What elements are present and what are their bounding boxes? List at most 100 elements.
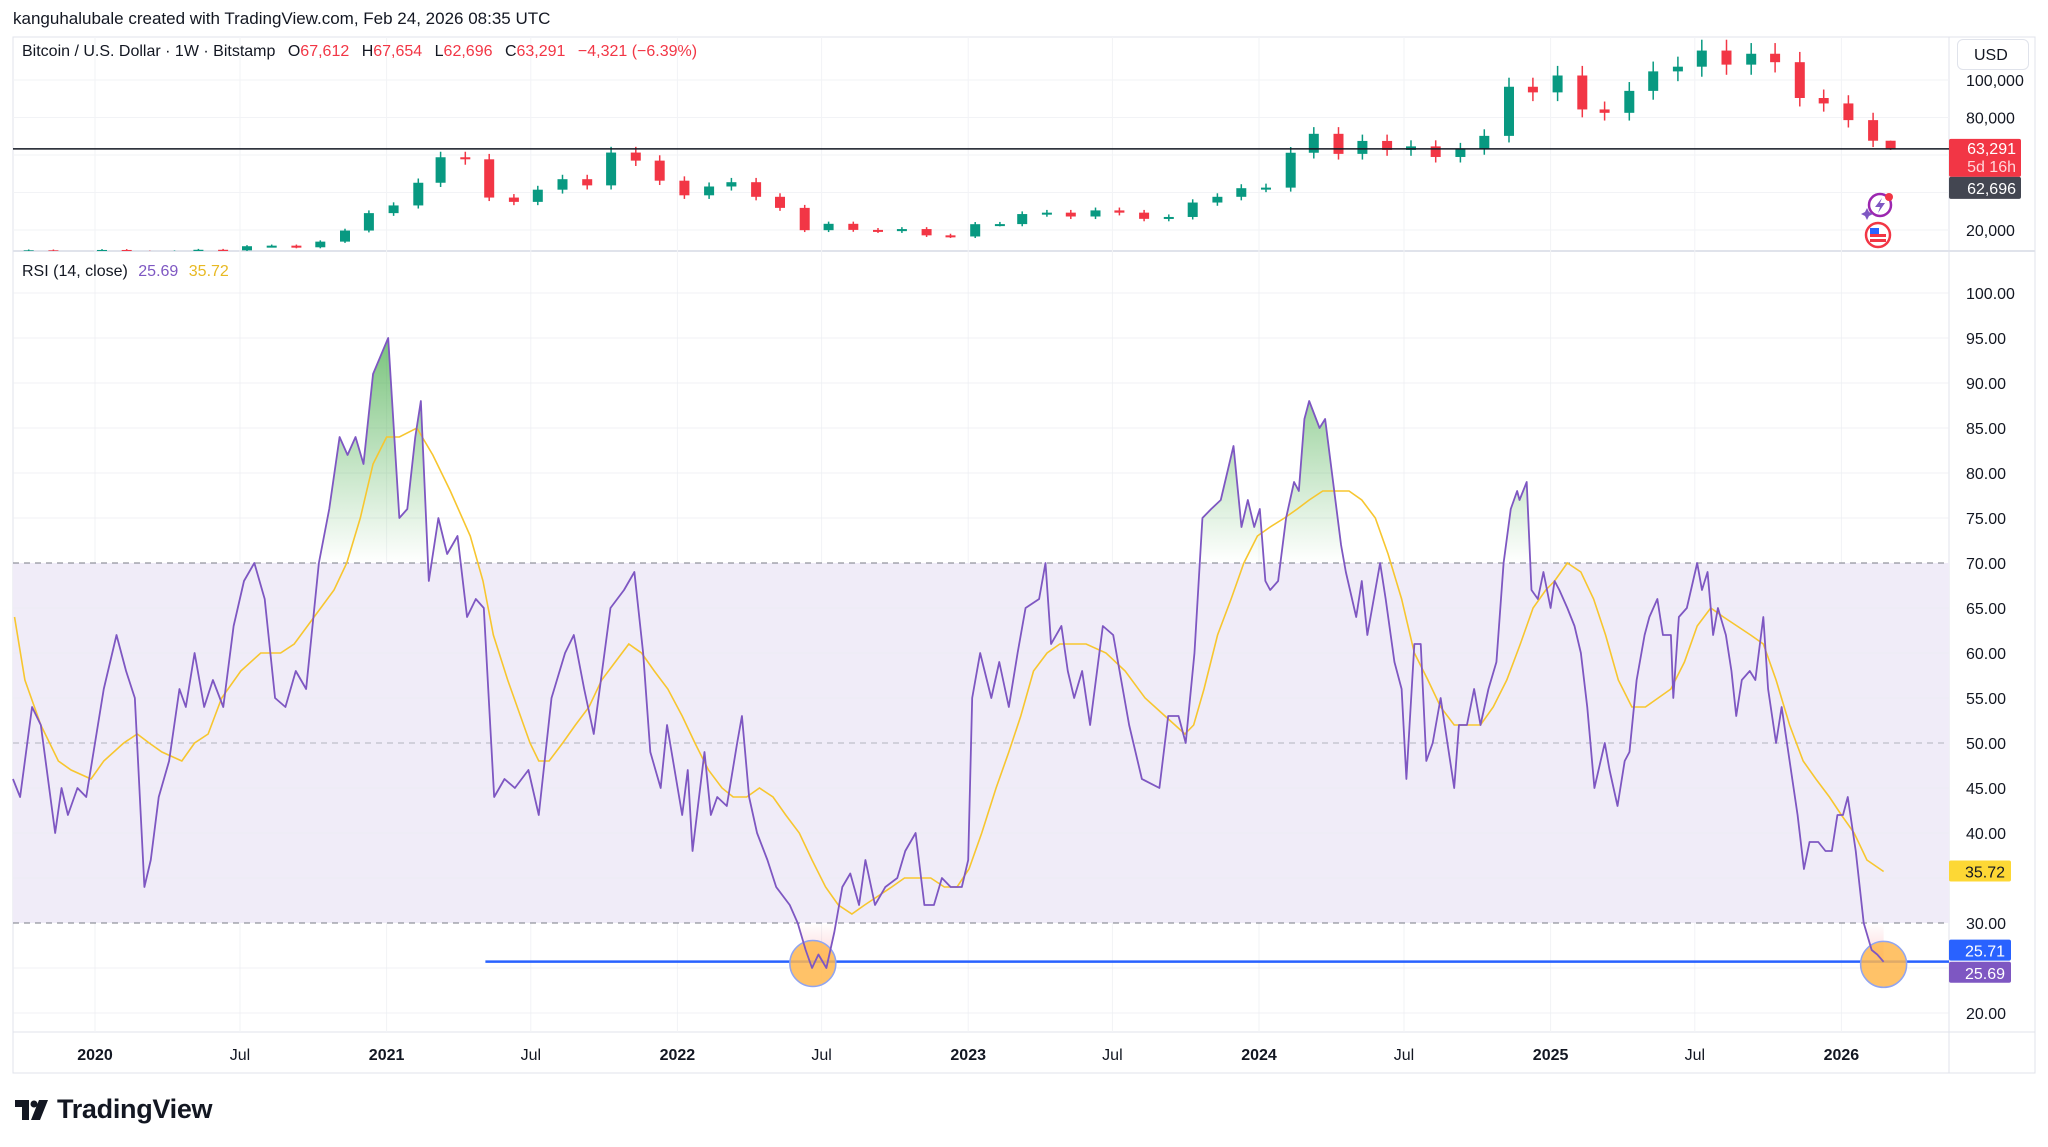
candle-body xyxy=(1818,98,1829,104)
hline-value-label-bg xyxy=(1949,939,2011,961)
rsi-tick-label: 45.00 xyxy=(1966,781,2006,798)
candle-body xyxy=(630,152,641,161)
candle-body xyxy=(484,159,495,198)
bar-countdown-label: 5d 16h xyxy=(1967,159,2016,176)
low-label: L xyxy=(434,43,444,60)
time-tick-label: Jul xyxy=(1394,1047,1414,1064)
time-tick-label: Jul xyxy=(811,1047,831,1064)
rsi-tick-label: 80.00 xyxy=(1966,466,2006,483)
candle-body xyxy=(1114,210,1125,213)
candle-body xyxy=(1308,133,1319,153)
candle-body xyxy=(1746,53,1757,65)
candle-body xyxy=(1577,75,1588,110)
candle-body xyxy=(1236,188,1247,197)
candle-body xyxy=(1552,75,1563,93)
candle-body xyxy=(945,235,956,238)
hline-value-label: 25.71 xyxy=(1965,944,2005,961)
candle-body xyxy=(1624,90,1635,113)
candle-body xyxy=(1139,212,1150,219)
rsi-tick-label: 85.00 xyxy=(1966,421,2006,438)
time-tick-label: 2020 xyxy=(77,1047,113,1064)
candle-body xyxy=(679,180,690,196)
rsi-tick-label: 90.00 xyxy=(1966,376,2006,393)
candle-body xyxy=(1357,140,1368,154)
us-flag-icon[interactable] xyxy=(1864,221,1892,249)
icon-ring xyxy=(1867,192,1893,218)
candle-body xyxy=(1672,66,1683,72)
rsi-ma-value-label-bg xyxy=(1949,860,2011,882)
price-tick-label: 100,000 xyxy=(1966,73,2024,90)
chart-credit: kanguhalubale created with TradingView.c… xyxy=(13,9,551,28)
lightning-sparkle-icon[interactable] xyxy=(1861,192,1893,220)
rsi-legend-value: 25.69 xyxy=(138,263,179,280)
high-label: H xyxy=(361,43,374,60)
rsi-tick-label: 55.00 xyxy=(1966,691,2006,708)
rsi-tick-label: 100.00 xyxy=(1966,286,2015,303)
price-tick-label: 20,000 xyxy=(1966,223,2015,240)
change-value: −4,321 (−6.39%) xyxy=(577,43,698,60)
candle-body xyxy=(896,229,907,232)
candle-body xyxy=(1017,214,1028,225)
candle-body xyxy=(1455,148,1466,157)
candle-body xyxy=(1479,135,1490,149)
candle-body xyxy=(193,249,204,251)
icon-notification-dot xyxy=(1885,193,1893,201)
candle-body xyxy=(145,251,155,255)
candle-body xyxy=(460,157,471,160)
candle-body xyxy=(970,224,981,237)
candle-body xyxy=(218,249,229,251)
symbol-description[interactable]: Bitcoin / U.S. Dollar · 1W · Bitstamp xyxy=(22,43,276,60)
time-tick-label: 2024 xyxy=(1241,1047,1277,1064)
candle-body xyxy=(704,186,715,196)
candle-body xyxy=(413,182,424,206)
time-tick-label: 2023 xyxy=(950,1047,986,1064)
highlight-circle[interactable] xyxy=(789,939,837,988)
candle-body xyxy=(508,197,519,202)
candle-body xyxy=(435,157,446,183)
candle-body xyxy=(1382,140,1393,150)
last-price-label: 63,291 xyxy=(1967,141,2016,158)
candle-body xyxy=(848,223,859,230)
rsi-tick-label: 40.00 xyxy=(1966,826,2006,843)
candle-body xyxy=(921,229,932,236)
rsi-tick-label: 70.00 xyxy=(1966,556,2006,573)
rsi-value-label: 25.69 xyxy=(1965,966,2005,983)
candle-body xyxy=(823,223,834,231)
low-value: 62,696 xyxy=(443,43,493,60)
candle-body xyxy=(1843,103,1854,121)
candle-body xyxy=(532,189,543,202)
rsi-line xyxy=(12,337,1885,969)
time-tick-label: Jul xyxy=(230,1047,250,1064)
time-tick-label: Jul xyxy=(1685,1047,1705,1064)
highlight-circle[interactable] xyxy=(1859,940,1908,989)
rsi-value-label-bg xyxy=(1949,961,2011,983)
candle-body xyxy=(1261,187,1271,190)
open-label: O xyxy=(287,43,301,60)
candle-body xyxy=(315,241,326,248)
candle-body xyxy=(751,182,762,197)
tradingview-logo[interactable]: TradingView xyxy=(15,1094,213,1125)
rsi-title[interactable]: RSI (14, close) xyxy=(22,263,128,280)
time-tick-label: 2026 xyxy=(1824,1047,1860,1064)
candle-body xyxy=(557,179,568,190)
currency-button[interactable]: USD xyxy=(1957,39,2029,70)
candle-body xyxy=(1163,216,1174,219)
rsi-tick-label: 20.00 xyxy=(1966,1006,2006,1023)
overbought-fill xyxy=(13,338,1884,563)
candle-body xyxy=(654,160,665,181)
candle-body xyxy=(775,196,786,208)
candle-body xyxy=(873,229,883,232)
candle-body xyxy=(1090,210,1101,217)
tradingview-wordmark: TradingView xyxy=(57,1094,213,1124)
candle-body xyxy=(97,249,107,251)
candle-body xyxy=(1333,133,1344,154)
candle-body xyxy=(1187,202,1198,217)
rsi-ma-value-label: 35.72 xyxy=(1965,865,2005,882)
flag-stripe xyxy=(1870,239,1886,242)
candle-body xyxy=(1868,120,1879,141)
open-value: 67,612 xyxy=(300,43,350,60)
candle-body xyxy=(242,246,253,251)
rsi-tick-label: 65.00 xyxy=(1966,601,2006,618)
candle-body xyxy=(1503,86,1514,136)
